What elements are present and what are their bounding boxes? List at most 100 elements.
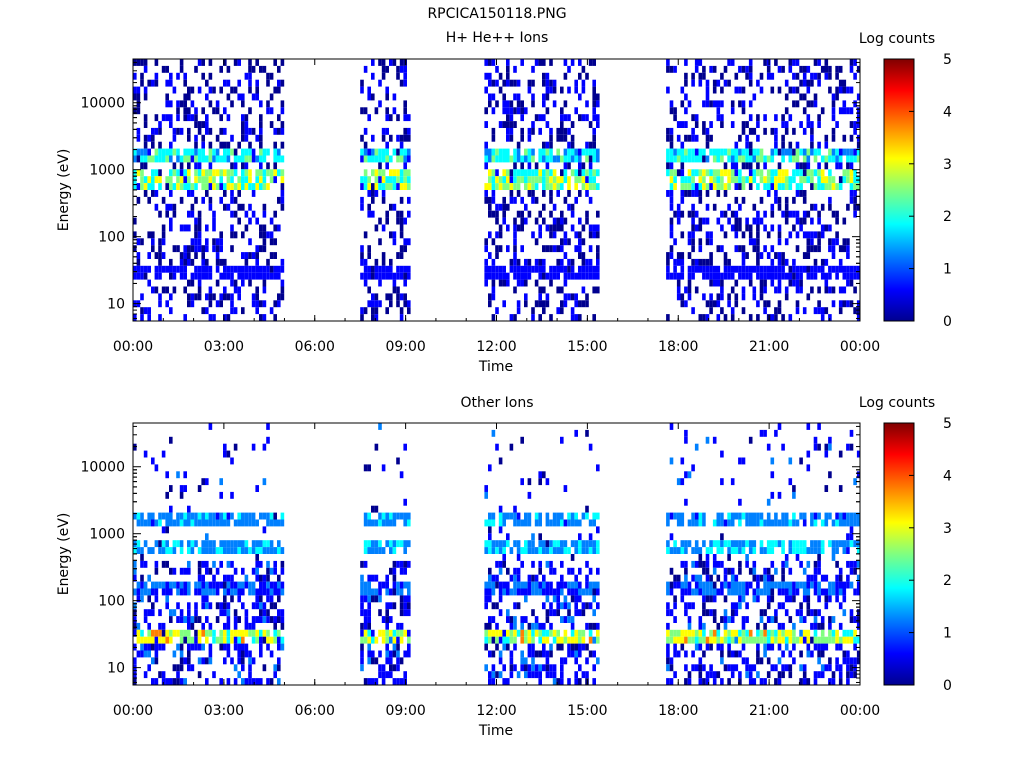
spectrogram-cell xyxy=(578,547,582,554)
spectrogram-cell xyxy=(136,238,141,246)
spectrogram-cell xyxy=(208,169,213,177)
spectrogram-cell xyxy=(596,622,600,630)
spectrogram-cell xyxy=(488,100,492,108)
spectrogram-cell xyxy=(545,86,550,94)
spectrogram-cell xyxy=(687,671,692,679)
spectrogram-cell xyxy=(513,245,517,253)
spectrogram-cell xyxy=(781,155,785,163)
spectrogram-cell xyxy=(705,671,710,679)
spectrogram-cell xyxy=(712,86,717,94)
spectrogram-cell xyxy=(241,602,245,610)
spectrogram-cell xyxy=(233,286,238,294)
spectrogram-cell xyxy=(502,79,506,87)
spectrogram-cell xyxy=(498,265,503,273)
spectrogram-cell xyxy=(552,100,557,108)
spectrogram-cell xyxy=(133,93,137,101)
spectrogram-cell xyxy=(738,671,742,679)
spectrogram-cell xyxy=(702,595,706,603)
spectrogram-cell xyxy=(136,155,141,163)
spectrogram-cell xyxy=(197,574,202,582)
spectrogram-cell xyxy=(856,148,861,156)
spectrogram-cell xyxy=(151,547,155,554)
spectrogram-cell xyxy=(147,636,151,644)
spectrogram-cell xyxy=(527,581,532,589)
spectrogram-cell xyxy=(187,581,191,589)
spectrogram-cell xyxy=(730,176,735,184)
spectrogram-cell xyxy=(212,636,216,644)
spectrogram-cell xyxy=(838,183,843,190)
spectrogram-cell xyxy=(151,609,155,617)
spectrogram-cell xyxy=(259,114,263,122)
spectrogram-cell xyxy=(730,588,735,596)
spectrogram-cell xyxy=(853,121,857,128)
spectrogram-cell xyxy=(158,176,162,184)
spectrogram-cell xyxy=(158,127,162,135)
spectrogram-cell xyxy=(212,512,216,520)
spectrogram-cell xyxy=(792,547,796,554)
spectrogram-cell xyxy=(151,231,155,239)
spectrogram-cell xyxy=(542,622,546,630)
spectrogram-cell xyxy=(694,169,699,177)
spectrogram-cell xyxy=(266,272,270,280)
spectrogram-cell xyxy=(498,636,503,644)
spectrogram-cell xyxy=(727,650,731,658)
spectrogram-cell xyxy=(172,162,177,170)
spectrogram-cell xyxy=(842,657,847,665)
spectrogram-cell xyxy=(262,148,267,156)
spectrogram-cell xyxy=(741,100,746,108)
spectrogram-cell xyxy=(669,196,674,204)
spectrogram-cell xyxy=(133,622,137,630)
spectrogram-cell xyxy=(588,231,593,239)
spectrogram-cell xyxy=(792,512,796,520)
spectrogram-cell xyxy=(720,643,724,651)
spectrogram-cell xyxy=(360,86,364,94)
spectrogram-cell xyxy=(596,526,600,534)
spectrogram-cell xyxy=(158,141,162,149)
spectrogram-cell xyxy=(596,464,600,472)
spectrogram-cell xyxy=(147,176,151,184)
spectrogram-cell xyxy=(802,107,807,115)
spectrogram-cell xyxy=(831,588,836,596)
spectrogram-cell xyxy=(140,581,144,589)
spectrogram-cell xyxy=(709,581,713,589)
spectrogram-cell xyxy=(588,650,593,658)
x-tick-label: 21:00 xyxy=(749,703,789,719)
spectrogram-cell xyxy=(151,602,155,610)
spectrogram-cell xyxy=(810,121,814,128)
spectrogram-cell xyxy=(407,560,411,568)
spectrogram-cell xyxy=(820,265,825,273)
spectrogram-cell xyxy=(549,629,553,637)
spectrogram-cell xyxy=(838,107,843,115)
spectrogram-cell xyxy=(669,134,674,142)
spectrogram-cell xyxy=(513,148,517,156)
spectrogram-cell xyxy=(392,148,397,156)
spectrogram-cell xyxy=(716,107,721,115)
spectrogram-cell xyxy=(488,176,492,184)
spectrogram-cell xyxy=(770,636,775,644)
spectrogram-cell xyxy=(169,176,173,184)
spectrogram-cell xyxy=(581,176,586,184)
spectrogram-cell xyxy=(556,602,560,610)
spectrogram-cell xyxy=(581,265,586,273)
spectrogram-cell xyxy=(763,629,767,637)
spectrogram-cell xyxy=(538,169,542,177)
spectrogram-cell xyxy=(792,279,796,287)
spectrogram-cell xyxy=(223,636,227,644)
spectrogram-cell xyxy=(194,643,198,651)
spectrogram-cell xyxy=(241,279,245,287)
spectrogram-cell xyxy=(698,59,703,66)
spectrogram-cell xyxy=(498,526,503,534)
spectrogram-cell xyxy=(172,134,177,142)
spectrogram-cell xyxy=(360,196,364,204)
spectrogram-cell xyxy=(542,79,546,87)
spectrogram-cell xyxy=(269,595,274,603)
spectrogram-cell xyxy=(179,547,184,554)
spectrogram-cell xyxy=(183,252,187,259)
spectrogram-cell xyxy=(161,678,166,685)
spectrogram-cell xyxy=(371,505,375,513)
spectrogram-cell xyxy=(748,540,753,548)
spectrogram-cell xyxy=(176,588,180,596)
spectrogram-cell xyxy=(766,602,771,610)
spectrogram-cell xyxy=(498,72,503,80)
spectrogram-cell xyxy=(158,519,162,527)
